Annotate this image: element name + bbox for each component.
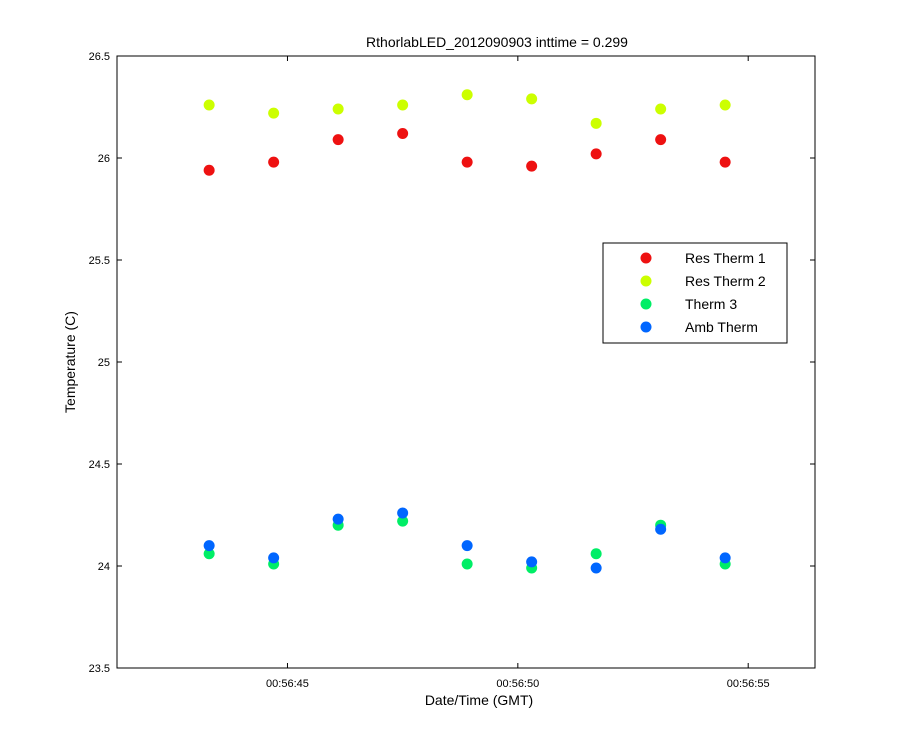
series-res-therm-2 [203, 89, 731, 129]
plot-area [116, 55, 816, 669]
data-point [590, 148, 602, 160]
data-point [719, 99, 731, 111]
data-point [461, 156, 473, 168]
data-point [397, 128, 409, 140]
x-tick-label: 00:56:45 [266, 678, 309, 690]
y-axis: 23.5 24 24.5 25 25.5 26 26.5 [89, 51, 815, 675]
series-res-therm-1 [203, 128, 731, 176]
data-point [332, 513, 344, 525]
data-point [590, 548, 602, 560]
data-point [719, 156, 731, 168]
legend: Res Therm 1 Res Therm 2 Therm 3 Amb Therm [602, 242, 788, 344]
data-point [203, 548, 215, 560]
y-tick-label: 24.5 [89, 459, 110, 471]
x-axis-label: Date/Time (GMT) [425, 692, 533, 708]
data-point [461, 540, 473, 552]
data-point [590, 117, 602, 129]
data-point [526, 160, 538, 172]
data-point [397, 99, 409, 111]
data-point [332, 103, 344, 115]
data-point [268, 156, 280, 168]
series-amb-therm [203, 507, 731, 574]
x-tick-label: 00:56:50 [496, 678, 539, 690]
legend-marker [640, 321, 652, 333]
y-tick-label: 23.5 [89, 663, 110, 675]
legend-marker [640, 298, 652, 310]
y-axis-label: Temperature (C) [62, 311, 78, 413]
data-point [655, 134, 667, 146]
legend-label: Therm 3 [685, 296, 737, 312]
data-point [397, 515, 409, 527]
data-point [332, 134, 344, 146]
y-tick-label: 26 [98, 153, 110, 165]
data-point [203, 164, 215, 176]
x-tick-label: 00:56:55 [727, 678, 770, 690]
data-point [268, 552, 280, 564]
data-point [397, 507, 409, 519]
y-tick-label: 26.5 [89, 51, 110, 63]
data-point [655, 103, 667, 115]
legend-box [602, 242, 788, 344]
chart-title: RthorlabLED_2012090903 inttime = 0.299 [366, 34, 628, 50]
y-tick-label: 24 [98, 561, 110, 573]
data-point [461, 558, 473, 570]
data-point [526, 93, 538, 105]
data-point [590, 562, 602, 574]
series-therm-3 [203, 515, 731, 574]
y-tick-label: 25 [98, 357, 110, 369]
data-point [203, 540, 215, 552]
data-point [461, 89, 473, 101]
data-points [203, 89, 731, 574]
data-point [526, 556, 538, 568]
x-axis: 00:56:45 00:56:50 00:56:55 [266, 56, 770, 690]
legend-label: Res Therm 2 [685, 273, 766, 289]
legend-label: Amb Therm [685, 319, 758, 335]
legend-marker [640, 252, 652, 264]
data-point [719, 552, 731, 564]
data-point [655, 523, 667, 535]
data-point [203, 99, 215, 111]
y-tick-label: 25.5 [89, 255, 110, 267]
legend-marker [640, 275, 652, 287]
legend-label: Res Therm 1 [685, 250, 766, 266]
data-point [268, 107, 280, 119]
